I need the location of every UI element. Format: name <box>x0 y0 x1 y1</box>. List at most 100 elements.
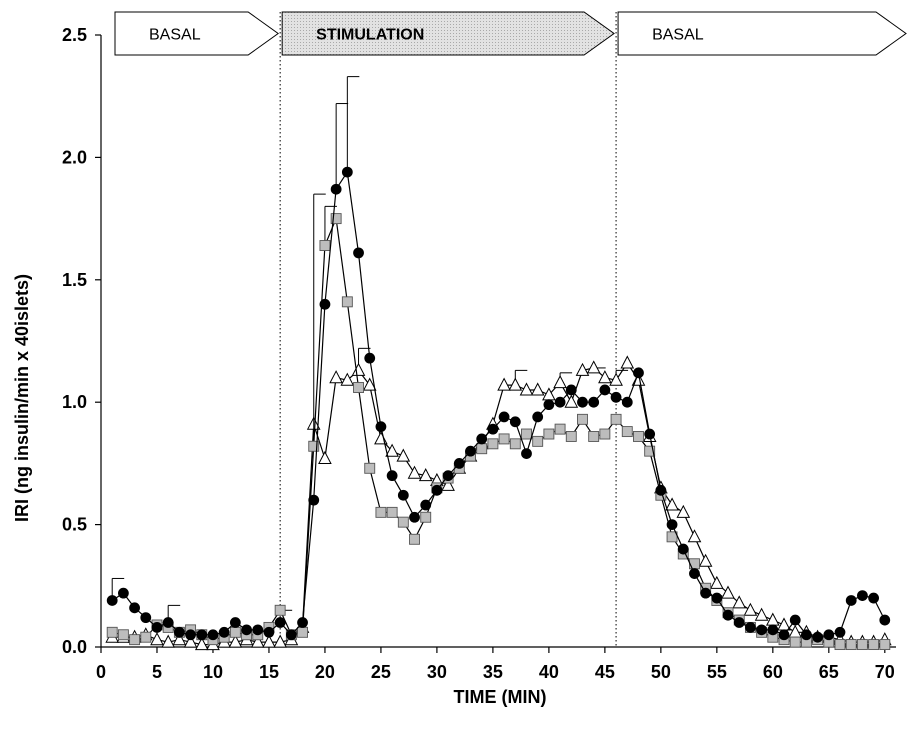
data-point <box>789 614 801 626</box>
data-point <box>575 362 590 376</box>
data-point <box>845 595 857 606</box>
data-point <box>117 587 129 599</box>
x-tick-label: 35 <box>483 662 503 682</box>
data-point <box>788 624 803 638</box>
data-point <box>340 372 355 386</box>
x-tick-label: 20 <box>315 662 335 682</box>
series-triangle-white <box>105 347 892 651</box>
x-tick-label: 25 <box>371 662 391 682</box>
data-point <box>129 634 141 646</box>
x-tick-label: 15 <box>259 662 279 682</box>
data-point <box>487 423 499 435</box>
data-point <box>150 632 164 646</box>
data-point <box>409 511 420 523</box>
data-point <box>868 592 880 604</box>
data-point <box>285 629 297 641</box>
data-point <box>420 499 432 511</box>
data-point <box>465 445 476 457</box>
data-point <box>610 413 622 425</box>
x-tick-label: 50 <box>651 662 671 682</box>
data-point <box>106 595 118 606</box>
data-point <box>834 639 846 651</box>
data-point <box>183 634 198 648</box>
data-point <box>364 462 376 474</box>
data-point <box>754 607 769 621</box>
data-point <box>319 240 331 251</box>
data-point <box>709 575 724 589</box>
y-tick-label: 1.0 <box>62 392 87 412</box>
data-point <box>857 590 868 601</box>
data-point <box>553 375 567 389</box>
data-point <box>845 639 857 651</box>
series-line <box>112 361 885 646</box>
data-point <box>687 529 702 543</box>
data-point <box>644 428 656 440</box>
y-tick-label: 0.0 <box>62 637 87 657</box>
data-point <box>476 443 488 455</box>
data-point <box>397 516 409 528</box>
y-tick-label: 2.0 <box>62 147 87 167</box>
data-point <box>621 396 633 408</box>
y-tick-label: 0.5 <box>62 515 87 535</box>
data-point <box>532 435 544 447</box>
data-point <box>532 411 544 423</box>
data-point <box>241 624 252 636</box>
data-point <box>375 506 387 518</box>
data-point <box>353 382 364 393</box>
data-point <box>868 639 880 651</box>
data-point <box>577 396 588 408</box>
data-point <box>621 426 633 438</box>
data-point <box>375 421 387 433</box>
data-point <box>565 384 577 396</box>
x-tick-label: 40 <box>539 662 559 682</box>
data-point <box>812 631 824 643</box>
data-point <box>856 639 868 651</box>
x-axis-title: TIME (MIN) <box>454 687 547 707</box>
data-point <box>172 632 187 646</box>
data-point <box>599 428 611 440</box>
data-point <box>329 370 343 384</box>
data-point <box>341 166 353 178</box>
data-point <box>721 585 735 599</box>
x-tick-label: 45 <box>595 662 615 682</box>
phase-label-1: BASAL <box>149 27 201 44</box>
y-axis-title: IRI (ng insulin/min x 40islets) <box>12 274 32 522</box>
data-point <box>521 428 532 440</box>
data-point <box>586 360 601 374</box>
data-point <box>341 296 353 308</box>
data-point <box>554 423 566 435</box>
data-point <box>565 431 577 442</box>
data-point <box>330 183 342 195</box>
phase-dividers <box>279 12 617 647</box>
data-point <box>418 468 433 482</box>
data-point <box>487 438 499 450</box>
axes <box>100 35 896 648</box>
series-circle-black <box>106 76 891 643</box>
data-point <box>318 450 332 464</box>
data-point <box>453 457 465 469</box>
data-point <box>689 568 700 579</box>
data-point <box>609 372 623 386</box>
data-point <box>207 629 219 641</box>
phase-banner-1 <box>114 11 280 56</box>
data-point <box>666 519 678 530</box>
data-point <box>140 631 152 643</box>
data-point <box>509 416 521 428</box>
series-line <box>112 216 885 646</box>
series-line <box>111 170 886 638</box>
phase-banners: BASAL STIMULATION BASAL <box>114 11 907 56</box>
data-point <box>194 637 209 651</box>
y-tick-label: 2.5 <box>62 25 87 45</box>
data-point <box>598 370 612 384</box>
data-point <box>767 624 779 636</box>
data-point <box>385 443 399 457</box>
data-point <box>732 595 747 609</box>
data-point <box>364 352 376 364</box>
data-point <box>106 626 118 638</box>
data-point <box>733 617 745 628</box>
x-tick-label: 0 <box>96 662 106 682</box>
data-point <box>229 617 241 628</box>
data-point <box>442 470 454 482</box>
x-tick-label: 60 <box>763 662 783 682</box>
